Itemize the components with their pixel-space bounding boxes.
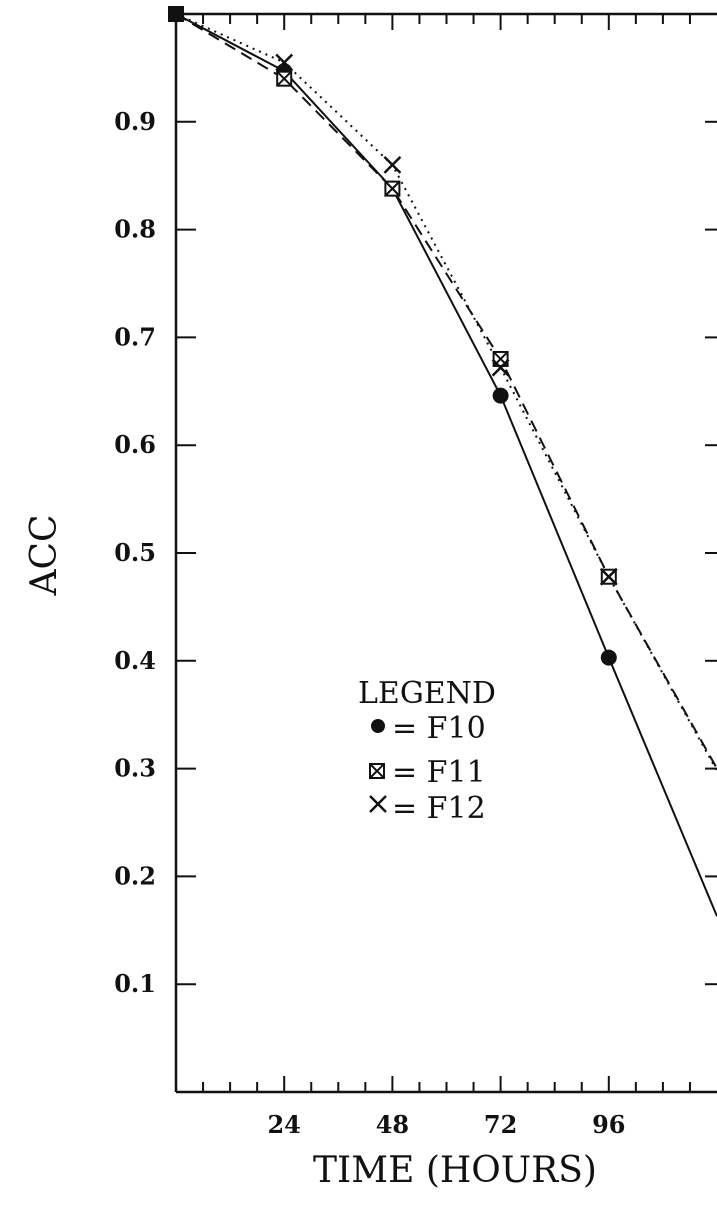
legend-marker-f11	[369, 763, 385, 779]
y-tick-label: 0.1	[114, 969, 156, 998]
point-f12	[383, 156, 402, 174]
y-tick-label: 0.2	[114, 861, 156, 890]
x-tick-label: 24	[267, 1110, 300, 1139]
point-f11	[276, 70, 293, 87]
point-f10	[492, 387, 509, 404]
y-tick-label: 0.3	[114, 754, 156, 783]
y-axis-title: ACC	[24, 514, 65, 596]
ticks: 24 48 72 96 0.1 0.2 0.3 0.4 0.5 0.6 0.7 0.8 0.9	[114, 14, 717, 1139]
point-f11	[384, 180, 401, 197]
y-tick-label: 0.7	[114, 322, 156, 351]
y-tick-label: 0.5	[114, 538, 156, 567]
point-f12	[168, 6, 184, 22]
legend-label-f12: = F12	[392, 791, 486, 826]
x-tick-label: 96	[592, 1110, 625, 1139]
legend-marker-f12	[369, 795, 387, 813]
y-tick-label: 0.9	[114, 107, 156, 136]
legend: LEGEND = F10 = F11 = F12	[358, 676, 496, 826]
y-tick-label: 0.6	[114, 430, 156, 459]
legend-title: LEGEND	[358, 676, 496, 711]
point-f12	[491, 358, 510, 377]
point-f10	[600, 649, 617, 666]
x-tick-label: 48	[376, 1110, 409, 1139]
x-axis-title: TIME (HOURS)	[313, 1150, 597, 1191]
legend-label-f10: = F10	[392, 711, 486, 746]
y-tick-label: 0.8	[114, 215, 156, 244]
x-tick-label: 72	[484, 1110, 517, 1139]
series-line-f12	[175, 13, 717, 772]
point-f12	[599, 567, 618, 586]
legend-label-f11: = F11	[392, 755, 486, 790]
series-line-f10	[175, 13, 717, 917]
legend-marker-f10	[371, 719, 385, 733]
point-f12	[275, 53, 294, 72]
axes	[174, 12, 717, 1094]
series-line-f11	[175, 13, 717, 770]
series-lines	[175, 13, 717, 917]
series-markers	[168, 6, 618, 666]
y-tick-label: 0.4	[114, 646, 156, 675]
